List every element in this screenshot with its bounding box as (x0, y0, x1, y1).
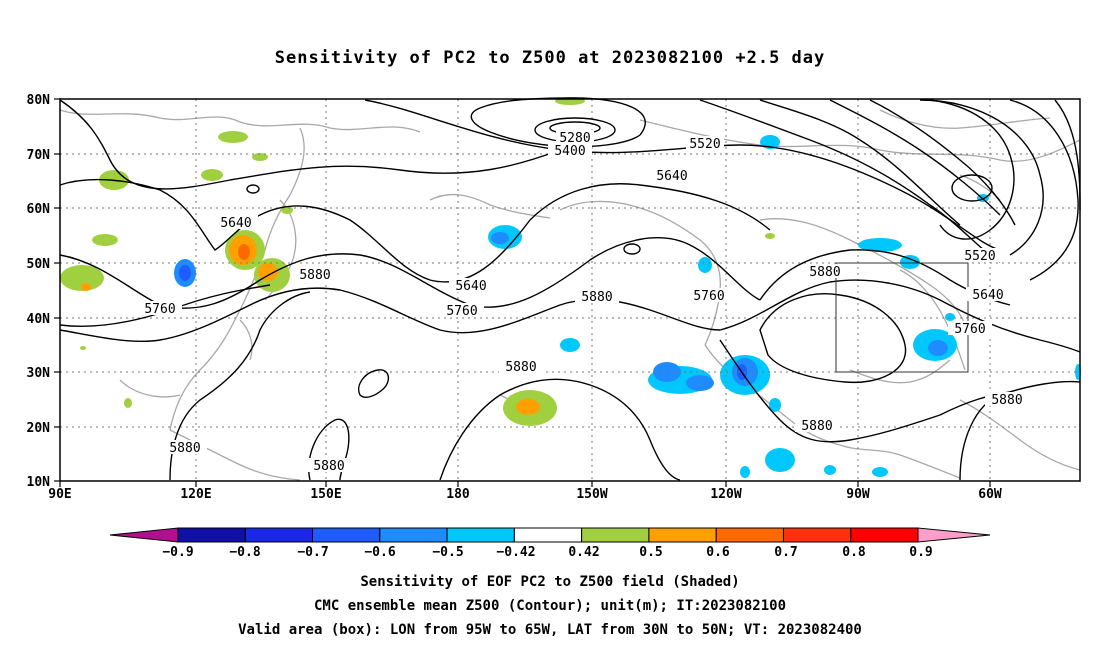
contour-label: 5880 (809, 265, 840, 280)
caption-line-1: Sensitivity of EOF PC2 to Z500 field (Sh… (360, 574, 740, 590)
lon-label: 150E (310, 487, 341, 502)
colorbar-swatch (379, 527, 448, 543)
contour-label: 5880 (169, 441, 200, 456)
caption-line-2: CMC ensemble mean Z500 (Contour); unit(m… (313, 598, 786, 614)
colorbar-label: −0.6 (364, 545, 395, 560)
colorbar-label: −0.42 (496, 545, 535, 560)
colorbar (109, 527, 991, 543)
contour-label: 5760 (446, 304, 477, 319)
lon-label: 180 (446, 487, 470, 502)
colorbar-label: 0.8 (842, 545, 866, 560)
contour-label: 5880 (313, 459, 344, 474)
contour-label: 5640 (972, 288, 1003, 303)
lon-label: 120W (710, 487, 741, 502)
lat-label: 60N (27, 202, 51, 217)
axis-ticks (54, 98, 991, 487)
contour-label: 5520 (689, 137, 720, 152)
lon-label: 60W (978, 487, 1002, 502)
lat-label: 50N (27, 257, 51, 272)
lat-lon-grid (60, 99, 1080, 481)
contour-label: 5280 (559, 131, 590, 146)
contour-label: 5880 (581, 290, 612, 305)
map-frame (59, 98, 1081, 482)
contour-label: 5760 (693, 289, 724, 304)
colorbar-arrow-left (109, 527, 179, 543)
colorbar-label: 0.5 (639, 545, 662, 560)
contour-label: 5640 (455, 279, 486, 294)
contour-label: 5880 (299, 268, 330, 283)
colorbar-swatch (715, 527, 784, 543)
colorbar-swatch (446, 527, 515, 543)
contour-label: 5640 (656, 169, 687, 184)
colorbar-label: −0.7 (297, 545, 328, 560)
lat-label: 20N (27, 421, 51, 436)
longitude-labels: 90E 120E 150E 180 150W 120W 90W 60W (48, 487, 1002, 502)
colorbar-label: 0.6 (706, 545, 730, 560)
contour-labels: 5280 5400 5520 5520 5640 5640 5640 5640 … (138, 130, 1029, 474)
colorbar-label: 0.42 (568, 545, 599, 560)
contour-label: 5760 (954, 322, 985, 337)
colorbar-arrow-right (917, 527, 991, 543)
colorbar-label: −0.9 (162, 545, 193, 560)
colorbar-label: −0.8 (229, 545, 260, 560)
contour-label: 5880 (801, 419, 832, 434)
lat-label: 30N (27, 366, 51, 381)
lon-label: 90E (48, 487, 71, 502)
colorbar-swatch (513, 527, 583, 543)
contour-label: 5640 (220, 216, 251, 231)
lon-label: 120E (180, 487, 211, 502)
contour-label: 5880 (505, 360, 536, 375)
colorbar-swatch (244, 527, 314, 543)
coastlines (59, 109, 1081, 481)
contour-label: 5400 (554, 144, 585, 159)
colorbar-label: 0.7 (774, 545, 797, 560)
page-title: Sensitivity of PC2 to Z500 at 2023082100… (274, 48, 826, 68)
lat-label: 70N (27, 148, 51, 163)
caption-line-3: Valid area (box): LON from 95W to 65W, L… (238, 622, 862, 638)
valid-area-box (835, 262, 969, 373)
lat-label: 10N (27, 475, 51, 490)
colorbar-swatch (177, 527, 246, 543)
lon-label: 90W (846, 487, 870, 502)
lon-label: 150W (576, 487, 607, 502)
colorbar-swatch (581, 527, 650, 543)
colorbar-swatch (648, 527, 717, 543)
colorbar-label: 0.9 (909, 545, 932, 560)
colorbar-swatch (782, 527, 852, 543)
colorbar-swatch (312, 527, 381, 543)
contour-label: 5880 (991, 393, 1022, 408)
latitude-labels: 80N 70N 60N 50N 40N 30N 20N 10N (27, 93, 51, 490)
lat-label: 80N (27, 93, 51, 108)
colorbar-label: −0.5 (432, 545, 463, 560)
lat-label: 40N (27, 312, 51, 327)
colorbar-labels: −0.9 −0.8 −0.7 −0.6 −0.5 −0.42 0.42 0.5 … (162, 545, 932, 560)
contour-label: 5520 (964, 249, 995, 264)
contour-label: 5760 (144, 302, 175, 317)
colorbar-swatch (850, 527, 919, 543)
